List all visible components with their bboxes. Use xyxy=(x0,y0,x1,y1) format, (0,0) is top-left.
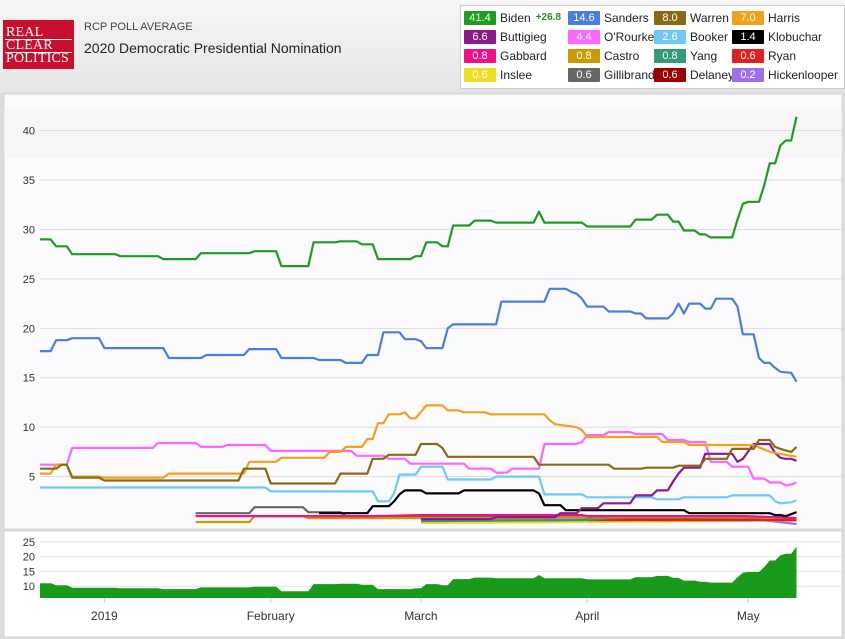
legend-label: O'Rourke xyxy=(604,29,655,44)
legend-label: Klobuchar xyxy=(768,29,823,44)
legend-item-o-rourke[interactable]: 4.4 O'Rourke xyxy=(568,29,654,45)
chart-title: 2020 Democratic Presidential Nomination xyxy=(84,40,342,56)
y-tick-label: 25 xyxy=(23,274,35,286)
legend-value-badge: 6.6 xyxy=(464,29,496,44)
legend-label: Castro xyxy=(604,48,640,63)
legend-label: Hickenlooper xyxy=(768,67,839,82)
legend-label: Yang xyxy=(690,48,718,63)
legend-label: Warren xyxy=(690,10,729,25)
logo-divider xyxy=(5,52,72,53)
legend-delta: +26.8 xyxy=(535,12,562,24)
legend-value-badge: 0.8 xyxy=(654,48,686,63)
legend-label: Booker xyxy=(690,29,729,44)
y-tick-label: 35 xyxy=(23,175,35,187)
legend-value-badge: 0.2 xyxy=(732,67,764,82)
legend-label: Gabbard xyxy=(500,48,547,63)
navigator-area-biden xyxy=(40,546,797,598)
y-tick-label: 15 xyxy=(23,373,35,385)
legend-item-castro[interactable]: 0.8 Castro xyxy=(568,48,639,64)
legend-label: Delaney xyxy=(690,67,735,82)
legend-label: Gillibrand xyxy=(604,67,655,82)
legend-item-gabbard[interactable]: 0.8 Gabbard xyxy=(464,48,547,64)
legend-item-klobuchar[interactable]: 1.4 Klobuchar xyxy=(732,29,822,45)
rcp-logo[interactable]: REAL CLEAR POLITICS xyxy=(3,20,74,69)
legend-value-badge: 0.6 xyxy=(654,67,686,82)
legend-value-badge: 2.6 xyxy=(654,29,686,44)
legend-value-badge: 0.6 xyxy=(732,48,764,63)
legend-value-badge: 14.6 xyxy=(568,10,600,25)
series-line-warren xyxy=(40,438,798,485)
series-line-sanders xyxy=(40,287,798,383)
legend-item-yang[interactable]: 0.8 Yang xyxy=(654,48,717,64)
legend-item-booker[interactable]: 2.6 Booker xyxy=(654,29,728,45)
hover-band xyxy=(4,108,842,158)
logo-line-politics: POLITICS xyxy=(6,51,70,66)
legend-value-badge: 0.6 xyxy=(464,67,496,82)
logo-line-real: REAL xyxy=(6,25,44,40)
legend-item-buttigieg[interactable]: 6.6 Buttigieg xyxy=(464,29,547,45)
legend-value-badge: 0.8 xyxy=(464,48,496,63)
header: REAL CLEAR POLITICS RCP POLL AVERAGE 202… xyxy=(0,0,845,92)
legend-label: Buttigieg xyxy=(500,29,547,44)
navigator-y-tick-label: 25 xyxy=(23,537,35,549)
legend-value-badge: 41.4 xyxy=(464,10,496,25)
x-tick-label: February xyxy=(247,609,295,623)
legend-label: Inslee xyxy=(500,67,533,82)
series-line-buttigieg xyxy=(421,442,797,521)
legend-item-biden[interactable]: 41.4 Biden +26.8 xyxy=(464,10,561,26)
legend-item-sanders[interactable]: 14.6 Sanders xyxy=(568,10,649,26)
y-tick-label: 20 xyxy=(23,323,35,335)
legend-label: Biden xyxy=(500,10,531,25)
legend-label: Harris xyxy=(768,10,800,25)
x-tick-label: April xyxy=(575,609,599,623)
legend-item-inslee[interactable]: 0.6 Inslee xyxy=(464,67,532,83)
plot-background xyxy=(3,93,843,530)
series-line-gabbard xyxy=(195,514,797,520)
series-line-booker xyxy=(40,465,797,505)
legend-item-delaney[interactable]: 0.6 Delaney xyxy=(654,67,734,83)
y-tick-label: 10 xyxy=(23,422,35,434)
chart-area: 5 10 15 20 25 30 35 40 10 15 20 25 2019 February March… xyxy=(3,93,843,638)
y-tick-label: 30 xyxy=(23,224,35,236)
legend-value-badge: 1.4 xyxy=(732,29,764,44)
logo-divider xyxy=(5,39,72,40)
legend-item-gillibrand[interactable]: 0.6 Gillibrand xyxy=(568,67,655,83)
series-line-klobuchar xyxy=(319,489,797,518)
series-line-o-rourke xyxy=(40,431,797,487)
x-tick-label: March xyxy=(404,609,437,623)
legend-label: Ryan xyxy=(768,48,797,63)
legend-value-badge: 0.6 xyxy=(568,67,600,82)
legend-item-harris[interactable]: 7.0 Harris xyxy=(732,10,800,26)
series-line-biden xyxy=(40,116,798,268)
legend-item-ryan[interactable]: 0.6 Ryan xyxy=(732,48,796,64)
legend: 41.4 Biden +26.8 14.6 Sanders 8.0 Warren 7.0 Har… xyxy=(460,5,845,89)
navigator-y-tick-label: 10 xyxy=(23,581,35,593)
y-tick-label: 5 xyxy=(29,472,35,484)
navigator-y-tick-label: 20 xyxy=(23,552,35,564)
legend-value-badge: 7.0 xyxy=(732,10,764,25)
logo-line-clear: CLEAR xyxy=(6,38,53,53)
x-tick-label: May xyxy=(737,609,760,623)
x-tick-label: 2019 xyxy=(91,609,118,623)
legend-item-warren[interactable]: 8.0 Warren xyxy=(654,10,729,26)
chart-subtitle: RCP POLL AVERAGE xyxy=(84,21,193,33)
series-line-harris xyxy=(40,404,797,479)
legend-value-badge: 0.8 xyxy=(568,48,600,63)
navigator-y-tick-label: 15 xyxy=(23,566,35,578)
legend-value-badge: 4.4 xyxy=(568,29,600,44)
legend-value-badge: 8.0 xyxy=(654,10,686,25)
legend-item-hickenlooper[interactable]: 0.2 Hickenlooper xyxy=(732,67,838,83)
y-tick-label: 40 xyxy=(23,126,35,138)
legend-label: Sanders xyxy=(604,10,649,25)
